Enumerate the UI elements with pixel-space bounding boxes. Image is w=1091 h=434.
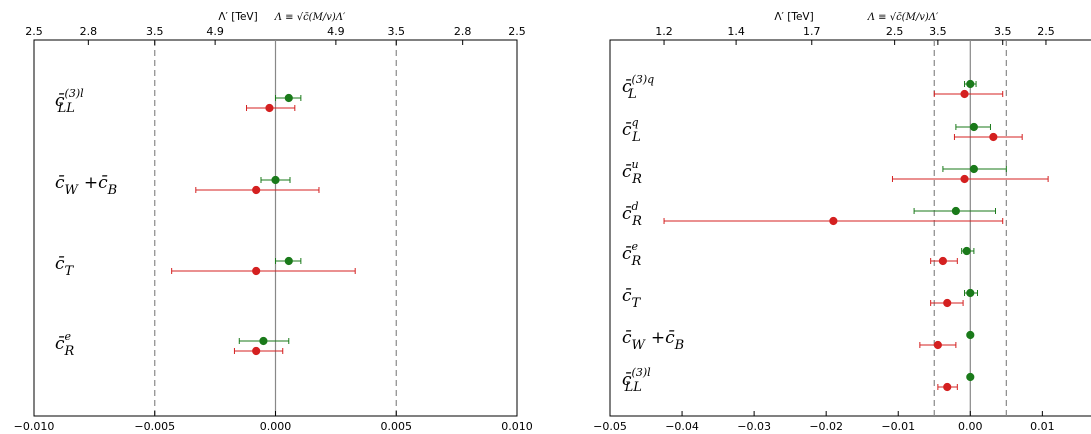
category-label: c̄T xyxy=(622,286,642,311)
data-point xyxy=(962,246,971,256)
data-point xyxy=(966,330,975,340)
x-tick-label: 0.01 xyxy=(1030,420,1055,433)
data-point xyxy=(252,346,261,356)
top-tick-label: 2.8 xyxy=(454,25,472,38)
data-point xyxy=(284,93,293,103)
category-label: c̄d R xyxy=(622,200,642,229)
category-label: c̄e R xyxy=(622,240,642,269)
data-point xyxy=(989,132,998,142)
category-label: c̄e R xyxy=(55,330,75,359)
x-tick-label: −0.02 xyxy=(809,420,843,433)
chart-panel-1: −0.010 −0.005 0.000 0.005 0.010 2.5 2.8 3.5 4.9 4… xyxy=(14,11,533,433)
top-axis-label: Λ′ [TeV] xyxy=(218,11,257,23)
data-point xyxy=(829,216,838,226)
data-point xyxy=(960,174,969,184)
data-point xyxy=(966,372,975,382)
top-tick-label: 3.5 xyxy=(929,25,947,38)
top-tick-label: 1.4 xyxy=(727,25,745,38)
category-label: c̄W +c̄B xyxy=(55,173,117,198)
x-tick-label: −0.03 xyxy=(737,420,771,433)
data-point xyxy=(252,185,261,195)
top-tick-label: 1.2 xyxy=(655,25,673,38)
category-label: c̄(3)l LL xyxy=(55,87,84,116)
top-tick-label: 1.7 xyxy=(803,25,821,38)
data-point xyxy=(966,288,975,298)
category-label: c̄T xyxy=(55,254,75,279)
top-tick-label: 2.5 xyxy=(1037,25,1055,38)
data-point xyxy=(252,266,261,276)
top-tick-label: 2.8 xyxy=(80,25,98,38)
top-tick-label: 3.5 xyxy=(388,25,406,38)
data-point xyxy=(966,79,975,89)
data-point xyxy=(265,103,274,113)
data-point xyxy=(969,122,978,132)
data-point xyxy=(960,89,969,99)
data-point xyxy=(259,336,268,346)
category-label: c̄(3)q L xyxy=(622,73,654,102)
plot-frame xyxy=(609,39,1091,417)
category-label: c̄q L xyxy=(622,116,641,145)
x-tick-label: 0.000 xyxy=(260,420,292,433)
x-tick-label: 0.010 xyxy=(501,420,533,433)
data-point xyxy=(951,206,960,216)
top-tick-label: 2.5 xyxy=(886,25,904,38)
x-tick-label: −0.01 xyxy=(881,420,915,433)
top-axis-label-definition: Λ ≡ √c̄(M/v)Λ′ xyxy=(274,12,346,23)
data-point xyxy=(943,298,952,308)
data-point xyxy=(969,164,978,174)
top-axis-label-definition: Λ ≡ √c̄(M/v)Λ′ xyxy=(867,12,939,23)
top-tick-label: 2.5 xyxy=(508,25,526,38)
top-tick-label: 4.9 xyxy=(327,25,345,38)
x-tick-label: −0.05 xyxy=(593,420,627,433)
x-tick-label: −0.005 xyxy=(134,420,175,433)
top-tick-label: 3.5 xyxy=(994,25,1012,38)
category-label: c̄u R xyxy=(622,158,642,187)
top-tick-label: 2.5 xyxy=(25,25,43,38)
data-point xyxy=(933,340,942,350)
x-tick-label: −0.04 xyxy=(665,420,699,433)
category-label: c̄(3)l LL xyxy=(622,366,651,395)
x-tick-label: 0.00 xyxy=(958,420,983,433)
category-label: c̄W +c̄B xyxy=(622,328,684,353)
data-point xyxy=(938,256,948,266)
data-point xyxy=(271,175,280,185)
data-point xyxy=(284,256,293,266)
chart-panel-2: −0.05 −0.04 −0.03 −0.02 −0.01 0.00 0.01 1.2 1.4 1… xyxy=(593,11,1091,433)
data-point xyxy=(943,382,952,392)
top-tick-label: 4.9 xyxy=(206,25,224,38)
top-axis-label: Λ′ [TeV] xyxy=(774,11,813,23)
x-tick-label: −0.010 xyxy=(14,420,55,433)
x-tick-label: 0.005 xyxy=(381,420,413,433)
top-tick-label: 3.5 xyxy=(146,25,164,38)
